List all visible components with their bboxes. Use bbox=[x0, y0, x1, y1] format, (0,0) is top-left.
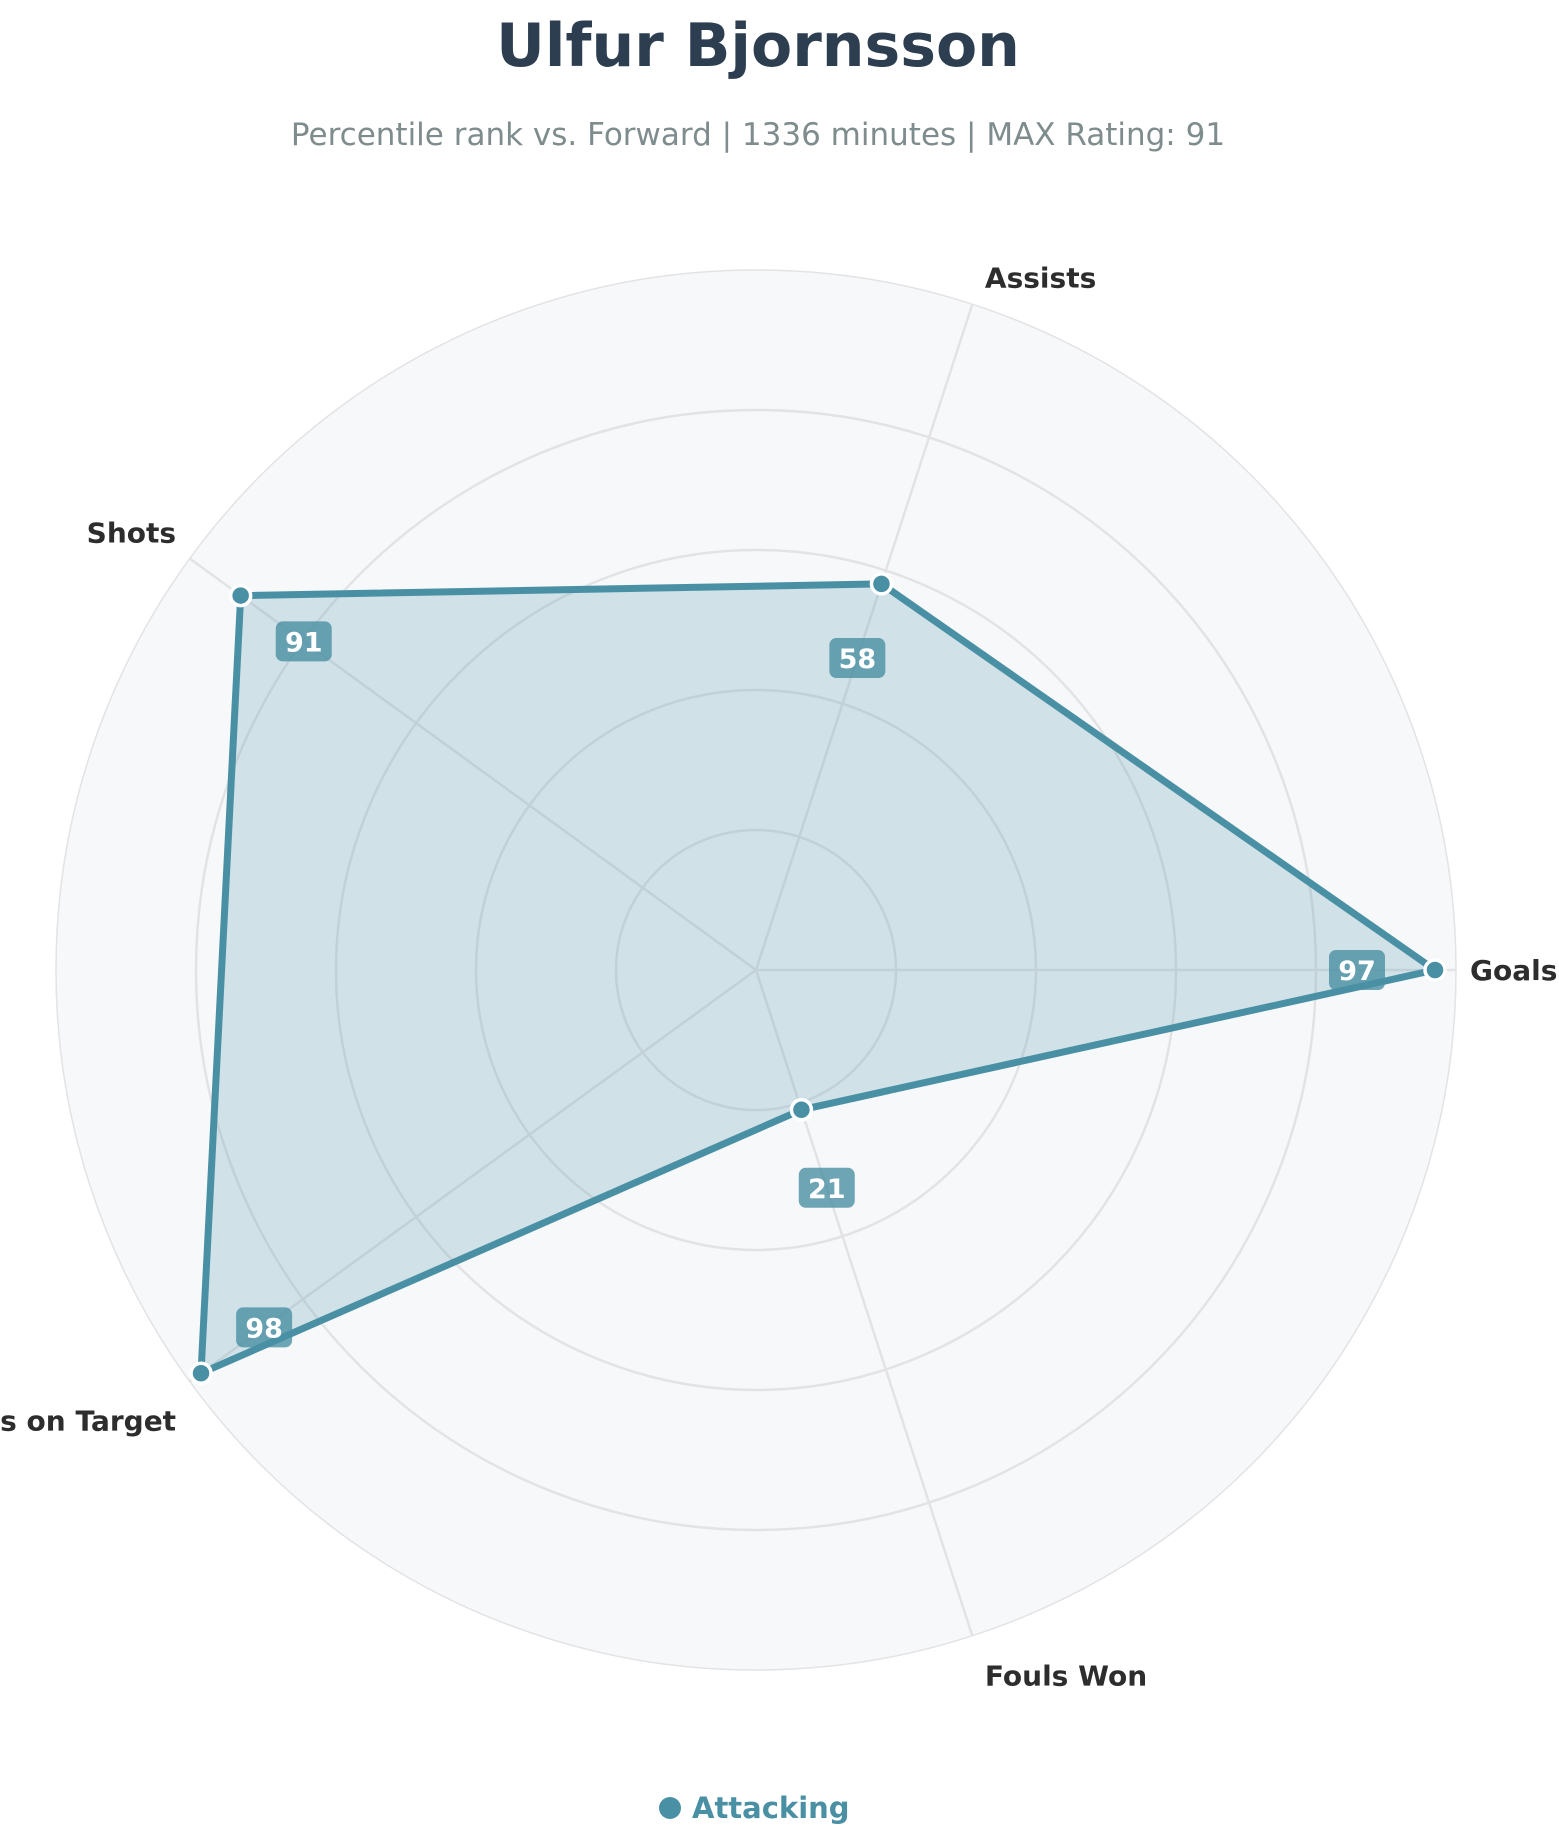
spoke-fouls-won bbox=[754, 969, 974, 1637]
data-point-goals bbox=[1423, 958, 1447, 982]
value-label-goals: 97 bbox=[1329, 950, 1385, 990]
value-label-fouls-won: 21 bbox=[798, 1167, 855, 1208]
value-label-text: 98 bbox=[245, 1313, 283, 1344]
axis-label-fouls-won: Fouls Won bbox=[985, 1660, 1147, 1693]
value-label-box bbox=[798, 1167, 855, 1208]
axis-label-goals: Goals bbox=[1470, 954, 1557, 987]
data-point-shots bbox=[228, 583, 253, 608]
legend-marker bbox=[659, 1797, 681, 1819]
axis-labels: Goals Assists Shots Shots on Target Fouls Wo… bbox=[0, 261, 1557, 1692]
value-labels: 97 58 91 98 21 bbox=[236, 621, 1385, 1348]
data-point-fouls-won bbox=[789, 1098, 814, 1122]
series-line bbox=[197, 580, 1439, 1377]
axis-label-shots-on-target: Shots on Target bbox=[0, 1405, 176, 1438]
legend: Attacking bbox=[659, 1791, 850, 1825]
legend-label-attacking: Attacking bbox=[692, 1791, 850, 1825]
chart-title: Ulfur Bjornsson bbox=[496, 11, 1020, 81]
axis-label-assists: Assists bbox=[985, 261, 1096, 294]
radar-series bbox=[189, 572, 1447, 1385]
value-label-box bbox=[236, 1307, 293, 1348]
series-area bbox=[201, 583, 1435, 1374]
value-label-shots: 91 bbox=[275, 621, 332, 662]
data-point-assists bbox=[869, 572, 894, 596]
value-label-box bbox=[829, 638, 886, 679]
value-label-text: 91 bbox=[285, 627, 323, 658]
chart-subtitle: Percentile rank vs. Forward | 1336 minut… bbox=[291, 117, 1225, 153]
value-label-shots-on-target: 98 bbox=[236, 1307, 293, 1348]
value-label-text: 97 bbox=[1338, 956, 1376, 987]
value-label-box bbox=[275, 621, 332, 662]
spoke-assists bbox=[754, 303, 974, 971]
value-label-text: 58 bbox=[839, 644, 877, 675]
value-label-text: 21 bbox=[808, 1174, 846, 1205]
value-label-assists: 58 bbox=[829, 638, 886, 679]
axis-label-shots: Shots bbox=[87, 516, 176, 549]
data-point-shots-on-target bbox=[189, 1361, 213, 1385]
value-label-box bbox=[1329, 950, 1385, 990]
